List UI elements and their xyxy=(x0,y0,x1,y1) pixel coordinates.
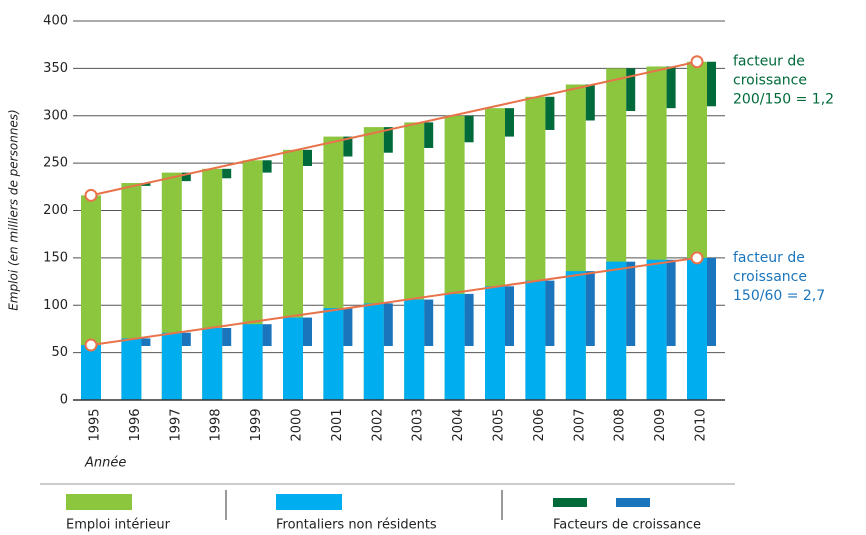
x-tick-label: 2001 xyxy=(330,408,345,441)
x-tick-label: 2006 xyxy=(532,408,547,441)
bar xyxy=(565,271,586,400)
y-tick-label: 300 xyxy=(43,108,68,123)
growth-bar xyxy=(626,68,636,112)
growth-bar xyxy=(585,84,595,121)
growth-bar xyxy=(181,332,191,346)
legend-label: Facteurs de croissance xyxy=(553,518,701,533)
growth-bar xyxy=(383,127,393,153)
trend-line xyxy=(90,256,698,347)
bar xyxy=(202,327,223,400)
y-tick-label: 200 xyxy=(43,203,68,218)
growth-bar xyxy=(343,136,353,157)
x-tick-label: 1998 xyxy=(209,408,224,441)
y-tick-label: 50 xyxy=(51,345,68,360)
growth-bar xyxy=(464,293,474,346)
bar xyxy=(81,345,101,400)
growth-bar xyxy=(505,286,514,346)
x-tick-label: 1996 xyxy=(128,408,143,441)
legend-label: Emploi intérieur xyxy=(66,518,171,533)
bar xyxy=(161,332,182,400)
x-tick-label: 1999 xyxy=(249,408,264,441)
y-tick-label: 150 xyxy=(43,250,68,265)
growth-bar xyxy=(222,168,232,179)
annotation: croissance xyxy=(733,269,807,285)
y-tick-label: 400 xyxy=(43,14,68,29)
x-tick-label: 2008 xyxy=(613,408,628,441)
growth-bar xyxy=(343,308,353,346)
annotation: croissance xyxy=(733,73,807,89)
growth-bar xyxy=(303,317,312,346)
bar xyxy=(606,261,627,400)
y-tick-label: 250 xyxy=(43,156,68,171)
growth-bar xyxy=(666,66,676,109)
bar xyxy=(283,317,303,400)
x-tick-label: 2009 xyxy=(653,408,668,441)
growth-bar xyxy=(585,271,595,346)
growth-bar xyxy=(141,338,151,346)
annotation: 200/150 = 1,2 xyxy=(733,92,834,108)
x-tick-label: 2004 xyxy=(451,408,466,441)
annotation: facteur de xyxy=(733,250,805,266)
y-tick-label: 0 xyxy=(60,393,68,408)
legend-swatch xyxy=(276,494,342,510)
legend-label: Frontaliers non résidents xyxy=(276,518,437,533)
trend-point xyxy=(84,188,98,202)
x-tick-label: 2010 xyxy=(694,408,709,441)
growth-bar xyxy=(707,257,716,346)
growth-bar xyxy=(141,183,151,186)
legend-swatch xyxy=(66,494,132,510)
growth-bar xyxy=(222,327,232,346)
bar xyxy=(444,293,465,400)
growth-bar xyxy=(181,172,191,182)
growth-bar xyxy=(383,303,393,346)
annotation: 150/60 = 2,7 xyxy=(733,288,825,304)
growth-bar xyxy=(545,96,555,130)
growth-bar xyxy=(545,280,555,346)
growth-bar xyxy=(626,261,636,346)
x-tick-label: 2007 xyxy=(572,408,587,441)
growth-bar xyxy=(303,149,312,166)
bar xyxy=(485,286,505,400)
x-axis-label: Année xyxy=(84,456,126,471)
bar xyxy=(323,308,344,400)
trend-point xyxy=(84,338,98,352)
legend-swatch xyxy=(553,498,587,507)
trend-point xyxy=(690,251,704,265)
legend-swatch xyxy=(616,498,650,507)
x-tick-label: 2002 xyxy=(370,408,385,441)
growth-bar xyxy=(262,160,272,173)
growth-bar xyxy=(262,324,272,346)
bar xyxy=(121,338,142,400)
x-tick-label: 2000 xyxy=(290,408,305,441)
trend-point xyxy=(690,55,704,69)
y-tick-label: 100 xyxy=(43,298,68,313)
y-axis-label: Emploi (en milliers de personnes) xyxy=(7,109,21,310)
x-tick-label: 2003 xyxy=(411,408,426,441)
bar xyxy=(242,324,263,400)
growth-bar xyxy=(707,61,716,107)
growth-bar xyxy=(424,122,434,148)
bar xyxy=(687,257,707,400)
bar xyxy=(525,280,546,400)
x-tick-label: 2005 xyxy=(492,408,507,441)
bar xyxy=(646,259,667,400)
bar xyxy=(404,299,425,400)
y-tick-label: 350 xyxy=(43,61,68,76)
bar xyxy=(363,303,384,400)
growth-bar xyxy=(424,299,434,346)
annotation: facteur de xyxy=(733,54,805,70)
trend-line xyxy=(90,60,698,197)
x-tick-label: 1997 xyxy=(168,408,183,441)
growth-bar xyxy=(666,259,676,346)
x-tick-label: 1995 xyxy=(88,408,103,441)
growth-bar xyxy=(464,115,474,143)
growth-bar xyxy=(505,108,514,137)
